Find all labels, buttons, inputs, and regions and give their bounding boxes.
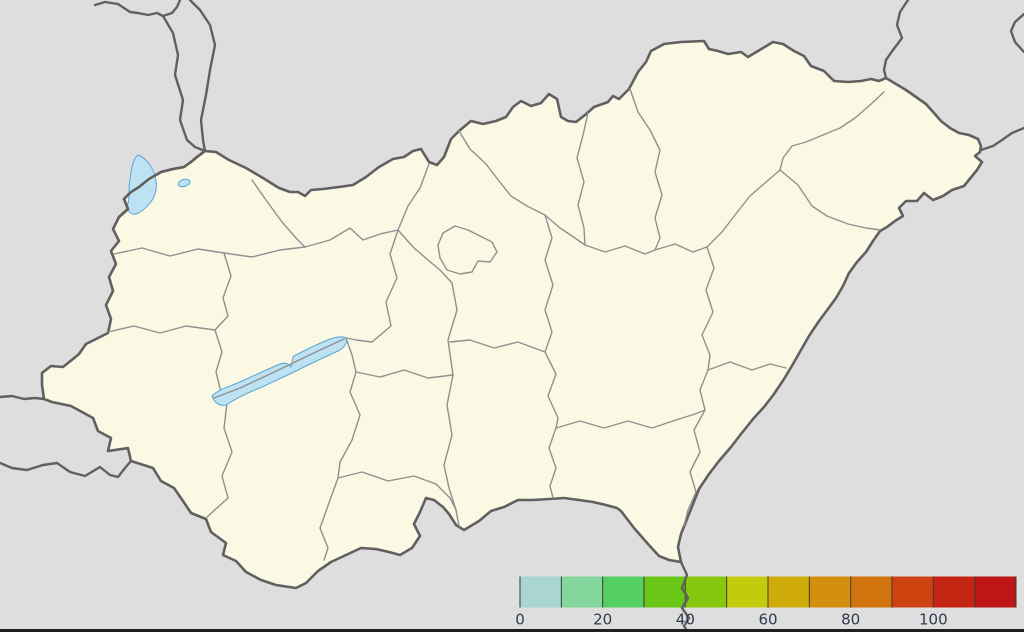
legend-segment: [602, 576, 644, 608]
legend-tick-label: 20: [593, 611, 612, 629]
hungary-border-overlay: [118, 149, 206, 218]
budapest-boundary: [437, 225, 498, 275]
county-line: [304, 227, 399, 248]
county-line: [706, 169, 781, 248]
legend-segment: [974, 576, 1016, 608]
border-slovenia-croatia: [0, 459, 133, 479]
county-line: [107, 325, 216, 334]
county-line: [345, 229, 399, 343]
legend-segment: [850, 576, 892, 608]
legend-segment: [685, 576, 727, 608]
border-austria-slovakia-danube: [188, 0, 217, 153]
lake-ferto-east-pond: [177, 178, 191, 188]
legend-segment: [520, 576, 562, 608]
county-line: [397, 229, 453, 284]
county-line-through-balaton: [213, 338, 345, 399]
county-line: [779, 169, 881, 231]
legend-tick-label: 60: [758, 611, 777, 629]
legend-segment: [644, 576, 686, 608]
county-line: [251, 179, 306, 248]
legend-segment: [892, 576, 934, 608]
county-line: [355, 369, 454, 379]
border-ukraine-romania: [979, 126, 1024, 152]
county-line: [683, 409, 706, 527]
border-austria-czech-slovakia: [93, 0, 207, 153]
legend-segment: [561, 576, 603, 608]
bottom-edge-rule: [0, 629, 1024, 632]
border-ukraine-corner: [1009, 12, 1024, 54]
county-line: [544, 214, 554, 353]
county-line: [576, 112, 589, 246]
county-line: [555, 409, 706, 429]
legend-tick-label: 0: [515, 611, 525, 629]
county-line: [337, 471, 457, 511]
county-line: [779, 91, 885, 171]
county-line: [113, 246, 306, 258]
county-line: [214, 329, 223, 393]
county-line: [707, 361, 787, 371]
hungary-country-shape: [40, 39, 984, 590]
legend-labels: 0 20 40 60 80 100: [515, 611, 947, 629]
legend-segment: [809, 576, 851, 608]
county-line: [584, 244, 656, 255]
legend-tick-label: 40: [676, 611, 695, 629]
county-line: [458, 130, 546, 216]
legend-segment: [768, 576, 810, 608]
county-line: [449, 339, 546, 353]
legend-segment: [726, 576, 768, 608]
county-line: [337, 337, 361, 479]
county-line: [319, 477, 339, 561]
external-country-borders: [0, 0, 1024, 479]
border-austria-slovenia: [0, 394, 46, 401]
county-line: [699, 246, 715, 411]
county-line: [654, 243, 708, 253]
county-line: [629, 88, 663, 251]
county-line: [397, 163, 430, 231]
county-line: [206, 402, 233, 518]
border-slovakia-ukraine: [882, 0, 910, 80]
county-line: [214, 252, 232, 331]
county-borders: [107, 88, 885, 561]
county-line: [544, 214, 586, 246]
legend-bar: [519, 576, 1017, 608]
border-serbia-romania: [679, 560, 691, 632]
county-line: [443, 282, 460, 527]
legend-segment: [933, 576, 975, 608]
legend-tick-label: 100: [919, 611, 948, 629]
legend-tick-label: 80: [841, 611, 860, 629]
